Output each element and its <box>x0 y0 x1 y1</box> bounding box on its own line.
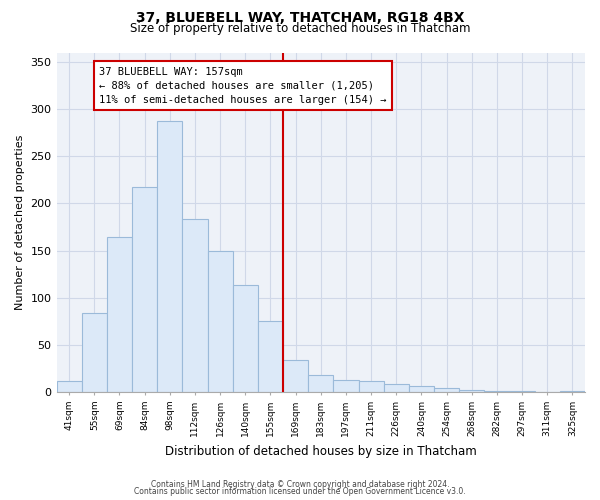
Bar <box>56 381 82 392</box>
Text: 37 BLUEBELL WAY: 157sqm
← 88% of detached houses are smaller (1,205)
11% of semi: 37 BLUEBELL WAY: 157sqm ← 88% of detache… <box>100 66 387 104</box>
Text: Contains HM Land Registry data © Crown copyright and database right 2024.: Contains HM Land Registry data © Crown c… <box>151 480 449 489</box>
Bar <box>383 384 409 392</box>
Text: 37, BLUEBELL WAY, THATCHAM, RG18 4BX: 37, BLUEBELL WAY, THATCHAM, RG18 4BX <box>136 11 464 25</box>
Text: Size of property relative to detached houses in Thatcham: Size of property relative to detached ho… <box>130 22 470 35</box>
Y-axis label: Number of detached properties: Number of detached properties <box>15 134 25 310</box>
Bar <box>258 322 283 392</box>
X-axis label: Distribution of detached houses by size in Thatcham: Distribution of detached houses by size … <box>165 444 476 458</box>
Bar <box>233 284 258 392</box>
Bar <box>132 188 157 392</box>
Bar <box>484 391 509 392</box>
Text: Contains public sector information licensed under the Open Government Licence v3: Contains public sector information licen… <box>134 487 466 496</box>
Bar <box>208 250 233 392</box>
Bar <box>509 391 535 392</box>
Bar <box>283 360 308 392</box>
Bar <box>434 388 459 392</box>
Bar <box>409 386 434 392</box>
Bar <box>157 122 182 392</box>
Bar <box>107 238 132 392</box>
Bar <box>182 220 208 392</box>
Bar <box>359 381 383 392</box>
Bar <box>459 390 484 392</box>
Bar <box>334 380 359 392</box>
Bar <box>560 391 585 392</box>
Bar <box>308 375 334 392</box>
Bar <box>82 313 107 392</box>
